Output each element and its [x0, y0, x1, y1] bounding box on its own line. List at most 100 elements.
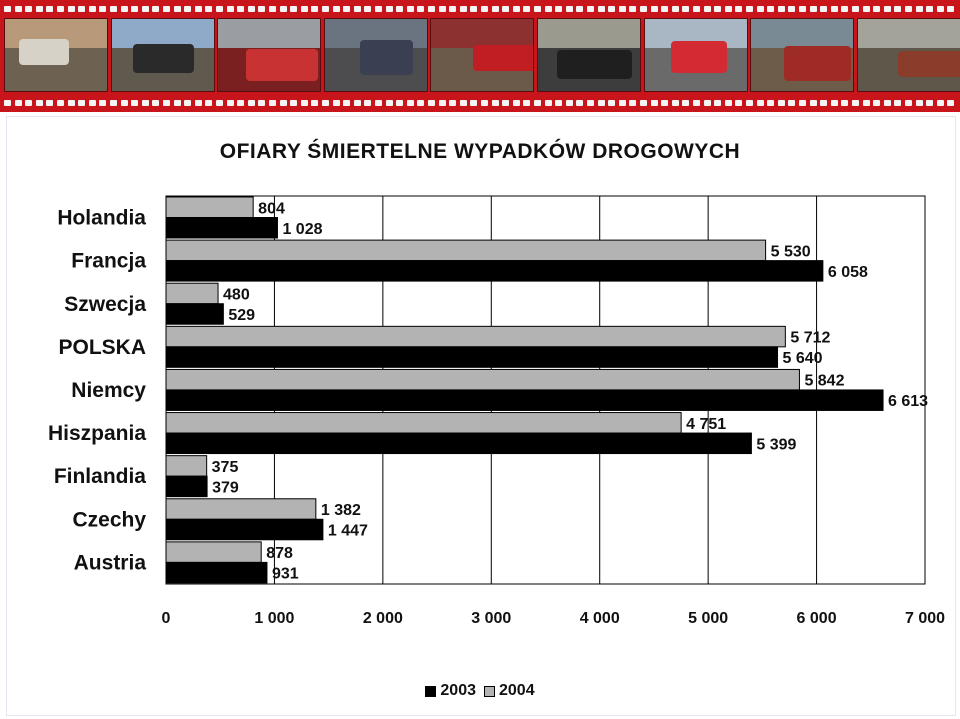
film-hole	[279, 6, 287, 12]
film-hole	[67, 100, 75, 106]
film-hole	[35, 100, 43, 106]
film-hole	[788, 100, 796, 106]
category-label: Francja	[71, 250, 146, 273]
film-hole	[226, 100, 234, 106]
film-hole	[735, 100, 743, 106]
chart-legend: 2003 2004	[0, 682, 960, 700]
film-hole	[544, 6, 552, 12]
film-hole	[78, 6, 86, 12]
film-hole	[184, 100, 192, 106]
film-hole	[905, 6, 912, 12]
crash-photo-7	[643, 18, 748, 92]
film-hole	[576, 100, 584, 106]
film-hole	[618, 6, 626, 12]
film-hole	[459, 100, 467, 106]
category-label: Szwecja	[64, 293, 146, 316]
film-hole	[587, 100, 594, 106]
film-hole	[523, 100, 531, 106]
film-hole	[724, 100, 732, 106]
film-hole	[375, 6, 382, 12]
film-hole	[470, 100, 478, 106]
category-label: Austria	[74, 551, 147, 574]
film-hole	[799, 100, 806, 106]
film-hole	[555, 100, 563, 106]
bar-2003	[165, 346, 779, 368]
data-label-2004: 5 530	[771, 243, 811, 260]
film-hole	[481, 6, 488, 12]
film-strip-banner	[0, 0, 960, 112]
film-hole	[788, 6, 796, 12]
legend-item-2003: 2003	[425, 682, 476, 700]
film-hole	[290, 6, 298, 12]
film-hole	[597, 100, 605, 106]
film-hole	[862, 6, 870, 12]
film-hole	[714, 6, 722, 12]
data-label-2003: 6 058	[828, 264, 868, 281]
film-hole	[820, 6, 828, 12]
film-hole	[406, 100, 414, 106]
film-hole	[14, 6, 22, 12]
film-hole	[894, 100, 902, 106]
x-tick-label: 0	[162, 610, 171, 627]
film-hole	[438, 6, 446, 12]
film-hole	[481, 100, 488, 106]
film-hole	[300, 6, 308, 12]
wrecked-vehicle	[132, 44, 194, 73]
film-hole	[640, 100, 647, 106]
film-hole	[534, 100, 541, 106]
film-hole	[449, 6, 457, 12]
film-hole	[173, 6, 181, 12]
film-hole	[385, 100, 393, 106]
film-hole	[4, 100, 11, 106]
film-hole	[809, 100, 817, 106]
legend-swatch-2003	[425, 685, 437, 697]
bar-2003	[165, 561, 268, 584]
data-label-2003: 1 028	[282, 221, 322, 238]
film-hole	[682, 100, 690, 106]
film-hole	[841, 6, 849, 12]
film-hole	[428, 100, 435, 106]
crash-photo-8	[750, 18, 855, 92]
film-hole	[269, 100, 276, 106]
film-hole	[629, 100, 637, 106]
bar-2004	[165, 498, 317, 520]
data-label-2004: 375	[212, 459, 239, 476]
film-hole	[438, 100, 446, 106]
film-hole	[247, 100, 255, 106]
wrecked-vehicle	[557, 50, 632, 79]
film-hole	[820, 100, 828, 106]
film-hole	[343, 6, 351, 12]
film-hole	[777, 6, 785, 12]
legend-swatch-2004	[484, 685, 495, 697]
film-hole	[375, 100, 382, 106]
film-hole	[343, 100, 351, 106]
data-label-2004: 5 842	[804, 373, 844, 390]
bar-2003	[165, 518, 324, 541]
film-hole	[99, 100, 107, 106]
film-perforations-bottom	[0, 96, 960, 110]
film-hole	[544, 100, 552, 106]
bar-2003	[165, 217, 278, 239]
crash-photo-9	[856, 18, 960, 92]
photo-sky	[111, 19, 214, 48]
film-hole	[173, 100, 181, 106]
film-hole	[756, 100, 764, 106]
data-label-2004: 878	[266, 545, 293, 562]
film-hole	[131, 6, 139, 12]
bar-2003	[165, 303, 224, 325]
film-hole	[353, 6, 361, 12]
film-hole	[883, 6, 891, 12]
film-hole	[216, 6, 223, 12]
film-hole	[947, 100, 955, 106]
film-hole	[300, 100, 308, 106]
wrecked-vehicle	[784, 46, 852, 81]
film-hole	[269, 6, 276, 12]
crash-photo-4	[323, 18, 428, 92]
film-hole	[141, 100, 149, 106]
film-hole	[608, 100, 616, 106]
film-hole	[184, 6, 192, 12]
film-hole	[35, 6, 43, 12]
photo-sky	[538, 19, 640, 48]
film-hole	[57, 100, 64, 106]
